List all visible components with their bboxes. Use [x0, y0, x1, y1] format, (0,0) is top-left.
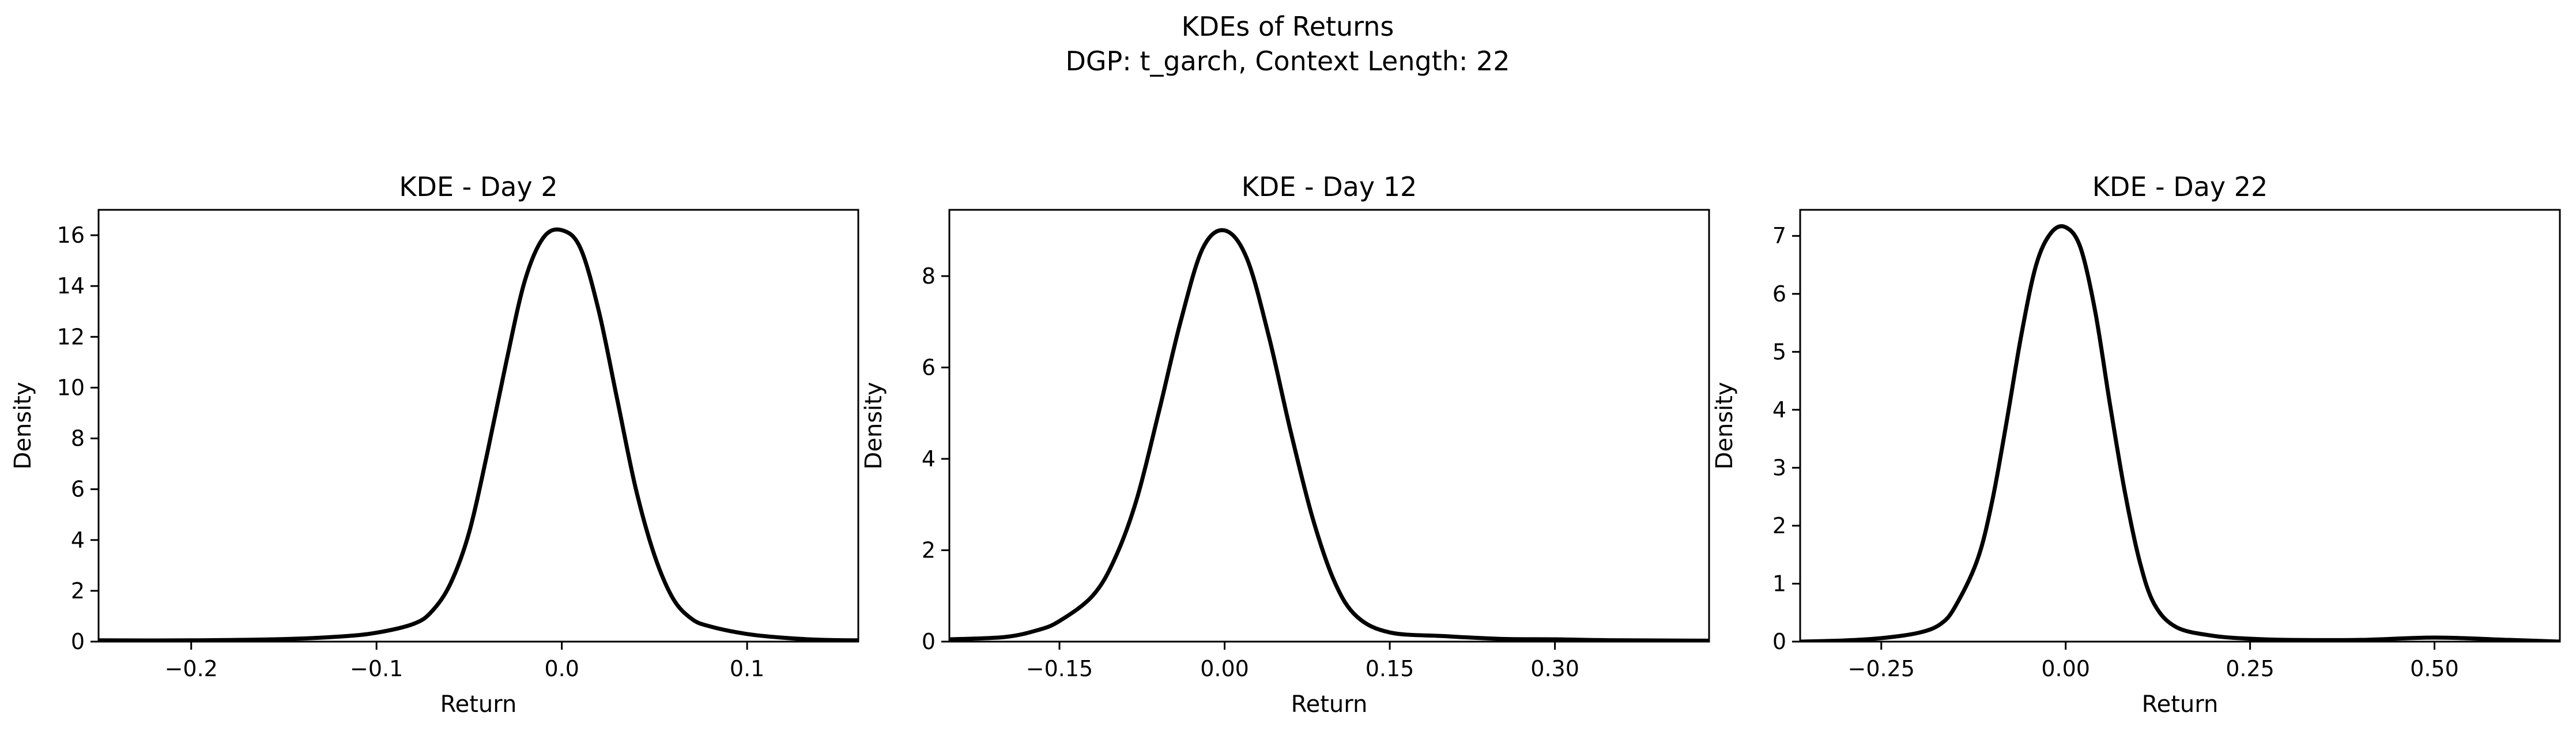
- y-tick-label: 6: [71, 477, 85, 502]
- x-tick-label: −0.1: [350, 656, 403, 681]
- x-axis-label: Return: [1291, 691, 1368, 718]
- kde-series-line: [99, 227, 858, 642]
- y-tick-label: 7: [1772, 223, 1786, 248]
- axes-frame: [948, 209, 1710, 643]
- y-tick-label: 16: [57, 223, 85, 248]
- x-tick-label: −0.15: [1026, 656, 1093, 681]
- subplot-title: KDE - Day 2: [399, 171, 557, 202]
- y-axis-label: Density: [861, 382, 887, 469]
- y-tick-label: 6: [922, 355, 936, 380]
- y-axis-label: Density: [1711, 382, 1738, 469]
- x-tick-label: 0.1: [730, 656, 764, 681]
- x-tick-label: −0.25: [1848, 656, 1915, 681]
- x-tick-label: 0.0: [544, 656, 579, 681]
- x-tick-label: 0.15: [1366, 656, 1415, 681]
- y-tick-label: 8: [922, 263, 936, 289]
- y-tick-label: 5: [1772, 339, 1786, 364]
- y-tick-label: 4: [1772, 397, 1786, 423]
- axes-frame: [97, 209, 859, 643]
- subplot-title: KDE - Day 12: [1242, 171, 1417, 202]
- y-tick-label: 0: [1772, 629, 1786, 654]
- y-tick-label: 0: [71, 629, 85, 654]
- figure-subtitle: DGP: t_garch, Context Length: 22: [1065, 46, 1510, 77]
- axes-frame: [1799, 209, 2561, 643]
- y-axis-label: Density: [10, 382, 36, 469]
- y-tick-label: 6: [1772, 281, 1786, 307]
- subplot-2: KDE - Day 12 −0.15 0.00 0.15 0.30 0 2 4 6 8 Return…: [861, 171, 1710, 718]
- x-tick-label: 0.00: [1200, 656, 1249, 681]
- kde-series-line: [1800, 224, 2560, 642]
- y-tick-label: 2: [1772, 513, 1786, 538]
- y-tick-label: 12: [57, 324, 85, 349]
- y-tick-label: 8: [71, 426, 85, 451]
- x-tick-label: −0.2: [165, 656, 218, 681]
- y-tick-label: 14: [57, 273, 85, 299]
- x-axis-label: Return: [440, 691, 517, 718]
- subplot-title: KDE - Day 22: [2092, 171, 2268, 202]
- x-tick-label: 0.30: [1530, 656, 1579, 681]
- y-tick-label: 1: [1772, 571, 1786, 596]
- figure-title: KDEs of Returns: [1182, 11, 1394, 42]
- subplot-3: KDE - Day 22 −0.25 0.00 0.25 0.50 0 1 2 3 4 5 6 7 Ret…: [1711, 171, 2561, 718]
- y-tick-label: 0: [922, 629, 936, 654]
- subplot-1: KDE - Day 2 −0.2 −0.1 0.0 0.1 0 2 4 6 8 10 12 14 16 Re…: [10, 171, 859, 718]
- y-tick-label: 3: [1772, 455, 1786, 480]
- kde-series-line: [949, 228, 1709, 642]
- y-tick-label: 4: [922, 446, 936, 472]
- x-tick-label: 0.25: [2226, 656, 2275, 681]
- x-tick-label: 0.00: [2041, 656, 2090, 681]
- y-tick-label: 10: [57, 375, 85, 400]
- subplots-group: KDE - Day 2−0.2 −0.1 0.0 0.10246810121416Re…: [10, 171, 2561, 718]
- x-axis-label: Return: [2142, 691, 2219, 718]
- y-tick-label: 2: [71, 578, 85, 604]
- x-tick-label: 0.50: [2410, 656, 2459, 681]
- y-tick-label: 2: [922, 537, 936, 563]
- y-tick-label: 4: [71, 527, 85, 553]
